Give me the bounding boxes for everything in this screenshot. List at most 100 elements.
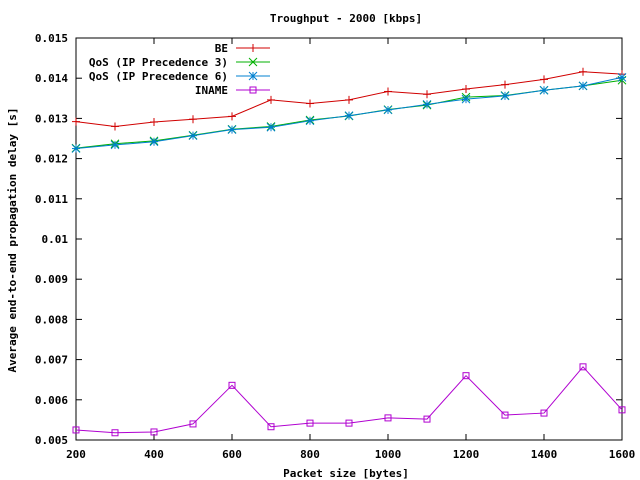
marker-stroke — [248, 57, 258, 67]
data-point — [579, 67, 587, 76]
data-point — [249, 86, 257, 94]
data-point — [539, 85, 549, 95]
legend-entry: QoS (IP Precedence 6) — [89, 70, 270, 83]
series-4 — [72, 363, 626, 437]
data-point — [188, 131, 198, 141]
marker-stroke — [71, 144, 81, 153]
marker-stroke — [500, 91, 510, 101]
x-tick-label: 1200 — [453, 448, 480, 461]
marker-stroke — [149, 137, 159, 147]
legend-label: QoS (IP Precedence 3) — [89, 56, 228, 69]
data-point — [228, 112, 236, 121]
data-point — [248, 57, 258, 67]
x-tick-label: 600 — [222, 448, 242, 461]
marker-stroke — [344, 111, 354, 120]
data-point — [422, 99, 432, 109]
data-point — [462, 372, 470, 380]
data-point — [423, 90, 431, 99]
data-point — [500, 91, 510, 101]
y-tick-label: 0.006 — [35, 394, 68, 407]
data-point — [345, 95, 353, 104]
data-point — [461, 94, 471, 104]
y-tick-label: 0.009 — [35, 273, 68, 286]
marker-stroke — [266, 122, 276, 132]
y-tick-label: 0.007 — [35, 354, 68, 367]
series-3 — [71, 73, 627, 153]
chart-title: Troughput - 2000 [kbps] — [270, 12, 422, 25]
y-tick-label: 0.011 — [35, 193, 68, 206]
marker-square — [249, 86, 257, 94]
data-point — [228, 381, 236, 389]
marker-stroke — [383, 105, 393, 115]
data-point — [578, 81, 588, 91]
marker-square — [423, 415, 431, 423]
marker-square — [306, 419, 314, 427]
marker-square — [501, 411, 509, 419]
x-tick-label: 1600 — [609, 448, 636, 461]
legend-label: BE — [215, 42, 228, 55]
data-point — [71, 144, 81, 153]
data-point — [72, 117, 80, 126]
data-point — [149, 137, 159, 147]
x-tick-label: 1400 — [531, 448, 558, 461]
marker-square — [228, 381, 236, 389]
x-tick-label: 200 — [66, 448, 86, 461]
data-point — [267, 423, 275, 431]
data-point — [423, 415, 431, 423]
x-tick-label: 1000 — [375, 448, 402, 461]
data-point — [617, 73, 627, 82]
data-point — [189, 115, 197, 124]
legend-label: QoS (IP Precedence 6) — [89, 70, 228, 83]
data-point — [266, 122, 276, 132]
data-point — [540, 75, 548, 84]
legend-label: INAME — [195, 84, 228, 97]
data-point — [540, 409, 548, 417]
marker-square — [345, 419, 353, 427]
marker-square — [462, 372, 470, 380]
data-point — [189, 420, 197, 428]
marker-square — [72, 426, 80, 434]
marker-stroke — [110, 140, 120, 150]
data-point — [345, 419, 353, 427]
marker-stroke — [617, 73, 627, 82]
data-point — [227, 125, 237, 135]
data-point — [150, 118, 158, 127]
series-layer — [71, 67, 627, 437]
data-point — [383, 105, 393, 115]
legend-entry: QoS (IP Precedence 3) — [89, 56, 270, 69]
series-line — [75, 366, 623, 434]
axes: 200 400 600 800 1000 1200 1400 1600 0.005 0.006 0.… — [35, 32, 635, 461]
marker-stroke — [188, 131, 198, 141]
marker-square — [579, 363, 587, 371]
marker-square — [618, 406, 626, 414]
legend-entry: INAME — [195, 84, 270, 97]
legend-entry: BE — [215, 42, 270, 55]
marker-square — [384, 414, 392, 422]
marker-stroke — [578, 81, 588, 91]
marker-square — [189, 420, 197, 428]
marker-stroke — [461, 94, 471, 104]
data-point — [618, 406, 626, 414]
y-tick-label: 0.01 — [42, 233, 69, 246]
y-axis-label: Average end-to-end propagation delay [s] — [6, 108, 19, 373]
data-point — [267, 95, 275, 104]
y-tick-label: 0.008 — [35, 313, 68, 326]
data-point — [579, 363, 587, 371]
data-point — [384, 87, 392, 96]
y-tick-label: 0.013 — [35, 112, 68, 125]
y-tick-label: 0.005 — [35, 434, 68, 447]
data-point — [249, 44, 257, 52]
data-point — [110, 140, 120, 150]
data-point — [501, 411, 509, 419]
y-tick-label: 0.014 — [35, 72, 68, 85]
x-tick-label: 400 — [144, 448, 164, 461]
data-point — [344, 111, 354, 120]
data-point — [111, 429, 119, 437]
y-tick-label: 0.015 — [35, 32, 68, 45]
data-point — [248, 71, 258, 81]
x-axis-label: Packet size [bytes] — [283, 467, 409, 480]
marker-stroke — [305, 116, 315, 126]
